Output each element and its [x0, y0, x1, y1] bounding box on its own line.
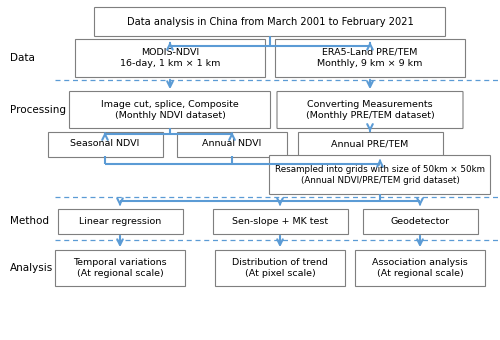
Text: Association analysis
(At regional scale): Association analysis (At regional scale) [372, 258, 468, 278]
FancyBboxPatch shape [70, 91, 270, 129]
Text: Temporal variations
(At regional scale): Temporal variations (At regional scale) [73, 258, 167, 278]
Text: Converting Measurements
(Monthly PRE/TEM dataset): Converting Measurements (Monthly PRE/TEM… [306, 100, 434, 120]
Text: Method: Method [10, 216, 49, 226]
Text: Data analysis in China from March 2001 to February 2021: Data analysis in China from March 2001 t… [126, 17, 414, 27]
FancyBboxPatch shape [177, 132, 287, 156]
FancyBboxPatch shape [58, 208, 182, 234]
Text: Data: Data [10, 53, 35, 63]
FancyBboxPatch shape [212, 208, 348, 234]
Text: Geodetector: Geodetector [390, 217, 450, 225]
FancyBboxPatch shape [362, 208, 478, 234]
Text: Seasonal NDVI: Seasonal NDVI [70, 139, 140, 149]
Text: Processing: Processing [10, 105, 66, 115]
Text: ERA5-Land PRE/TEM
Monthly, 9 km × 9 km: ERA5-Land PRE/TEM Monthly, 9 km × 9 km [318, 48, 422, 68]
Text: MODIS-NDVI
16-day, 1 km × 1 km: MODIS-NDVI 16-day, 1 km × 1 km [120, 48, 220, 68]
FancyBboxPatch shape [55, 250, 185, 286]
FancyBboxPatch shape [48, 132, 162, 156]
FancyBboxPatch shape [275, 39, 465, 77]
FancyBboxPatch shape [298, 132, 442, 156]
FancyBboxPatch shape [94, 7, 446, 36]
FancyBboxPatch shape [215, 250, 345, 286]
Text: Linear regression: Linear regression [79, 217, 161, 225]
Text: Image cut, splice, Composite
(Monthly NDVI dataset): Image cut, splice, Composite (Monthly ND… [101, 100, 239, 120]
Text: Distribution of trend
(At pixel scale): Distribution of trend (At pixel scale) [232, 258, 328, 278]
FancyBboxPatch shape [355, 250, 485, 286]
Text: Annual NDVI: Annual NDVI [202, 139, 262, 149]
FancyBboxPatch shape [75, 39, 265, 77]
FancyBboxPatch shape [277, 91, 463, 129]
FancyBboxPatch shape [270, 155, 490, 194]
Text: Resampled into grids with size of 50km × 50km
(Annual NDVI/PRE/TEM grid dataset): Resampled into grids with size of 50km ×… [275, 165, 485, 185]
Text: Analysis: Analysis [10, 263, 53, 273]
Text: Sen-slope + MK test: Sen-slope + MK test [232, 217, 328, 225]
Text: Annual PRE/TEM: Annual PRE/TEM [332, 139, 408, 149]
